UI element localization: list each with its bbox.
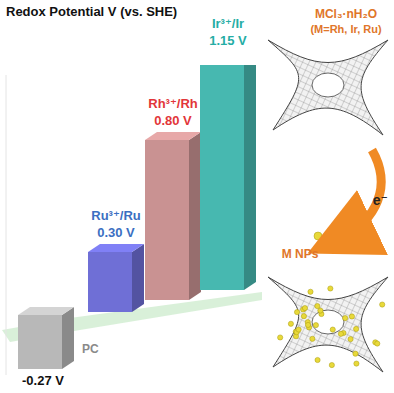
bar-3d bbox=[200, 65, 256, 290]
annotation: e⁻ bbox=[373, 192, 388, 208]
mesh-surface bbox=[268, 40, 388, 135]
mesh-surface bbox=[268, 277, 388, 372]
title: Redox Potential V (vs. SHE) bbox=[6, 4, 177, 19]
nanoparticle bbox=[296, 327, 301, 332]
nanoparticle bbox=[338, 331, 343, 336]
bar-side bbox=[189, 132, 201, 300]
nanoparticle bbox=[310, 336, 315, 341]
data-label: 0.80 V bbox=[154, 113, 192, 128]
nanoparticle bbox=[288, 321, 293, 326]
category-label: PC bbox=[82, 342, 99, 356]
bar-side bbox=[244, 65, 256, 290]
bars bbox=[18, 65, 256, 369]
value-axis bbox=[6, 75, 7, 375]
annotation: MCl₃·nH₂O bbox=[315, 7, 377, 21]
bar-top bbox=[88, 244, 144, 252]
nanoparticle bbox=[349, 314, 354, 319]
bar-top bbox=[18, 307, 74, 315]
nanoparticle bbox=[315, 357, 320, 362]
bar bbox=[145, 140, 189, 300]
nanoparticle bbox=[278, 335, 283, 340]
chart: Redox Potential V (vs. SHE) -0.27 V PC Ru³⁺… bbox=[0, 0, 394, 393]
nanoparticle bbox=[318, 308, 323, 313]
nanoparticle bbox=[354, 326, 359, 331]
framework-bottom bbox=[268, 277, 388, 372]
nanoparticle bbox=[354, 361, 359, 366]
nanoparticle bbox=[305, 322, 310, 327]
nanoparticle bbox=[313, 323, 318, 328]
nanoparticle bbox=[330, 327, 335, 332]
nanoparticle bbox=[348, 337, 353, 342]
bar-top bbox=[145, 132, 201, 140]
category-label: Rh³⁺/Rh bbox=[148, 96, 198, 111]
nanoparticle bbox=[308, 289, 313, 294]
category-label: Ir³⁺/Ir bbox=[212, 16, 244, 31]
bar-3d bbox=[88, 244, 144, 312]
nanoparticle bbox=[328, 286, 333, 291]
nanoparticle bbox=[353, 351, 358, 356]
bar-3d bbox=[145, 132, 201, 300]
annotation: (M=Rh, Ir, Ru) bbox=[310, 23, 382, 35]
nanoparticle bbox=[301, 314, 306, 319]
bar-side bbox=[132, 244, 144, 312]
bar-3d bbox=[18, 307, 74, 369]
nanoparticle bbox=[343, 315, 348, 320]
category-label: Ru³⁺/Ru bbox=[91, 208, 141, 223]
bar-side bbox=[62, 307, 74, 369]
nanoparticle bbox=[314, 232, 322, 240]
nanoparticle bbox=[380, 302, 385, 307]
nanoparticle bbox=[375, 341, 380, 346]
annotation: M NPs bbox=[282, 247, 319, 261]
bar bbox=[18, 315, 62, 369]
pore bbox=[312, 310, 344, 334]
bar bbox=[200, 65, 244, 290]
nanoparticle bbox=[315, 303, 320, 308]
pore bbox=[312, 73, 344, 97]
data-label: 0.30 V bbox=[97, 225, 135, 240]
nanoparticle bbox=[329, 362, 334, 367]
framework-top bbox=[268, 40, 388, 135]
data-label: 1.15 V bbox=[209, 33, 247, 48]
data-label: -0.27 V bbox=[22, 373, 64, 388]
nanoparticle bbox=[302, 305, 307, 310]
bar bbox=[88, 252, 132, 312]
nanoparticle bbox=[294, 310, 299, 315]
